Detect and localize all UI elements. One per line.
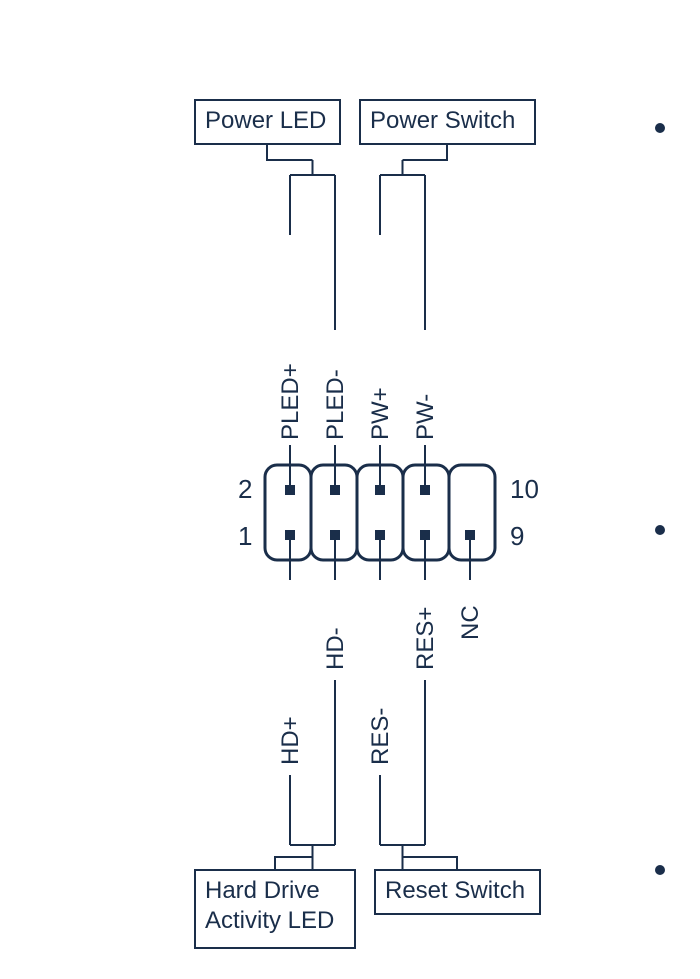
pin-number: 10 xyxy=(510,474,539,504)
pin-label: RES+ xyxy=(412,607,439,670)
hdd-led-box-label: Activity LED xyxy=(205,907,334,934)
pin-label: HD- xyxy=(322,627,349,670)
pinout-diagram: 2 1 10 9 Power LED Power Switch Hard Drive Acti… xyxy=(0,0,700,979)
pin-label: HD+ xyxy=(277,716,304,765)
bullet-icon xyxy=(655,865,665,875)
pin-label: PW+ xyxy=(367,387,394,440)
pin-label: PW- xyxy=(412,394,439,440)
pin-number: 9 xyxy=(510,521,524,551)
wire xyxy=(403,857,458,870)
reset-switch-box-label: Reset Switch xyxy=(385,877,525,904)
hdd-led-box-label: Hard Drive xyxy=(205,877,320,904)
pin-label: NC xyxy=(457,605,484,640)
power-switch-box-label: Power Switch xyxy=(370,107,515,134)
power-led-box-label: Power LED xyxy=(205,107,326,134)
pin-column xyxy=(449,465,495,560)
bullet-icon xyxy=(655,525,665,535)
pin-label: PLED+ xyxy=(277,363,304,440)
pin-label: RES- xyxy=(367,708,394,765)
pin-column xyxy=(265,465,311,560)
bullet-icon xyxy=(655,123,665,133)
wire xyxy=(275,857,313,870)
pin-number: 1 xyxy=(238,521,252,551)
wire xyxy=(267,144,313,160)
pin-label: PLED- xyxy=(322,369,349,440)
wire xyxy=(403,144,448,160)
pin-number: 2 xyxy=(238,474,252,504)
